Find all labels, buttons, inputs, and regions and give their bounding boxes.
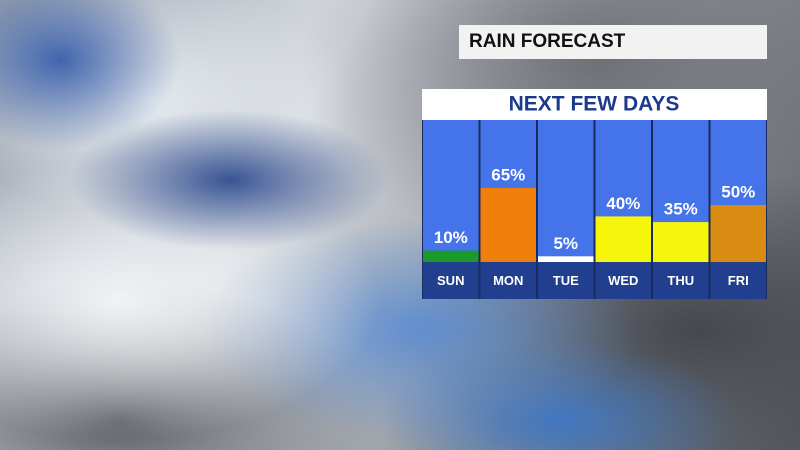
x-tick-label: TUE [553,273,579,288]
value-label: 10% [434,228,468,247]
value-label: 50% [721,182,755,201]
column-bg [423,120,479,262]
bar [710,205,766,262]
value-label: 35% [664,200,698,219]
x-tick-label: THU [667,273,694,288]
x-tick-label: MON [493,273,523,288]
chart-title-box [422,89,767,120]
bar [423,250,479,262]
x-tick-label: FRI [728,273,749,288]
day-label-bg [480,262,536,299]
value-label: 65% [491,165,525,184]
x-tick-label: SUN [437,273,464,288]
bar [538,256,594,262]
header-title: RAIN FORECAST [459,25,767,59]
panel-frame [422,120,767,299]
day-label-bg [538,262,594,299]
chart-title: NEXT FEW DAYS [509,93,680,116]
bar [653,222,709,262]
bar [480,187,536,262]
day-label-bg [595,262,651,299]
day-label-bg [710,262,766,299]
day-label-bg [653,262,709,299]
bar [595,216,651,262]
day-label-bg [423,262,479,299]
column-bg [538,120,594,262]
value-label: 5% [553,234,578,253]
value-label: 40% [606,194,640,213]
x-tick-label: WED [608,273,638,288]
